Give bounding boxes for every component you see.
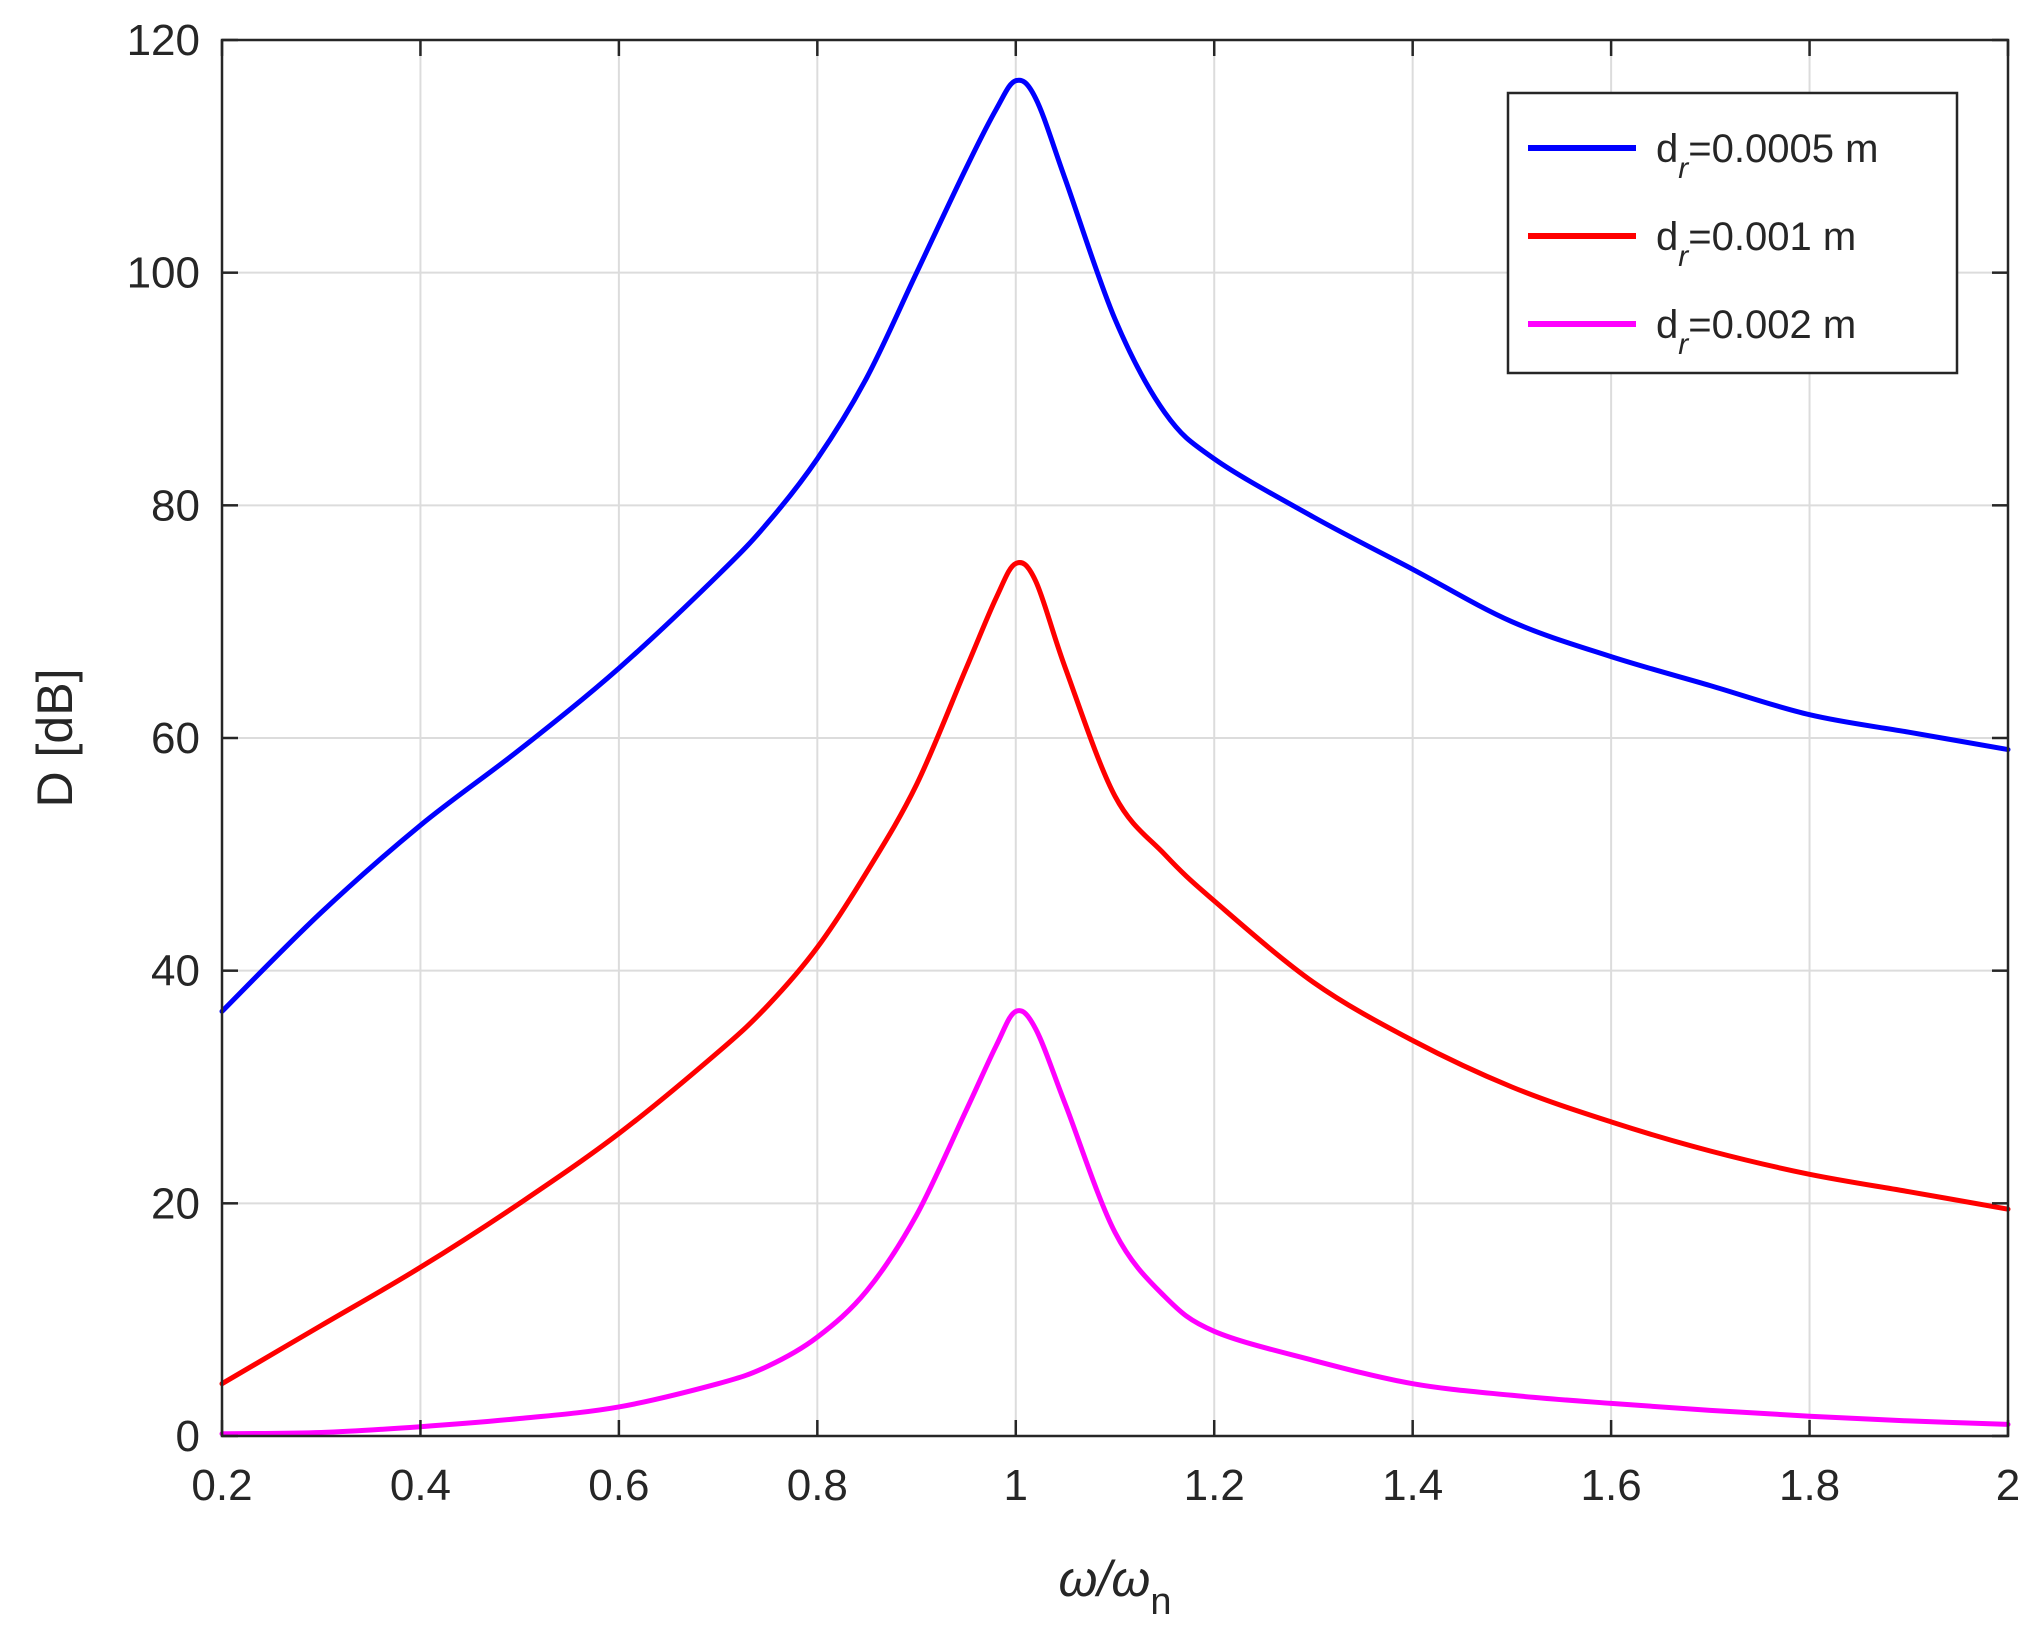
legend-item-3: dr=0.002 m: [1528, 303, 1856, 361]
y-tick-label: 0: [176, 1412, 200, 1461]
legend-label: dr=0.002 m: [1656, 303, 1856, 361]
y-axis-tick-labels: 0 20 40 60 80 100 120: [127, 16, 200, 1461]
x-axis-title: ω/ωn: [1059, 1551, 1172, 1623]
legend-items: dr=0.0005 m dr=0.001 m dr=0.002 m: [1528, 127, 1878, 361]
series-group: [219, 77, 2011, 1437]
x-tick-label: 1: [1004, 1461, 1028, 1510]
y-tick-label: 100: [127, 249, 200, 298]
x-tick-label: 0.6: [588, 1461, 649, 1510]
x-tick-label: 2: [1996, 1461, 2020, 1510]
legend: dr=0.0005 m dr=0.001 m dr=0.002 m: [1506, 91, 1959, 375]
legend-label: dr=0.001 m: [1656, 215, 1856, 273]
legend-label: dr=0.0005 m: [1656, 127, 1878, 185]
y-tick-label: 120: [127, 16, 200, 65]
y-tick-label: 40: [151, 947, 200, 996]
y-tick-label: 20: [151, 1179, 200, 1228]
x-tick-label: 1.6: [1581, 1461, 1642, 1510]
legend-item-2: dr=0.001 m: [1528, 215, 1856, 273]
legend-item-1: dr=0.0005 m: [1528, 127, 1878, 185]
x-tick-label: 0.4: [390, 1461, 451, 1510]
axis-ticks: [220, 38, 2010, 1438]
y-axis-title: D [dB]: [27, 669, 83, 808]
x-axis-title-main: ω/ω: [1059, 1551, 1151, 1607]
series-line-2: [219, 560, 2011, 1387]
x-tick-label: 1.2: [1184, 1461, 1245, 1510]
x-tick-label: 1.8: [1779, 1461, 1840, 1510]
x-tick-label: 0.8: [787, 1461, 848, 1510]
x-tick-label: 1.4: [1382, 1461, 1443, 1510]
y-tick-label: 60: [151, 714, 200, 763]
x-tick-label: 0.2: [191, 1461, 252, 1510]
x-axis-title-subscript: n: [1150, 1581, 1171, 1623]
y-tick-label: 80: [151, 481, 200, 530]
series-line-1: [219, 77, 2011, 1014]
x-axis-tick-labels: 0.2 0.4 0.6 0.8 1 1.2 1.4 1.6 1.8 2: [191, 1461, 2020, 1510]
series-line-3: [219, 1008, 2011, 1437]
